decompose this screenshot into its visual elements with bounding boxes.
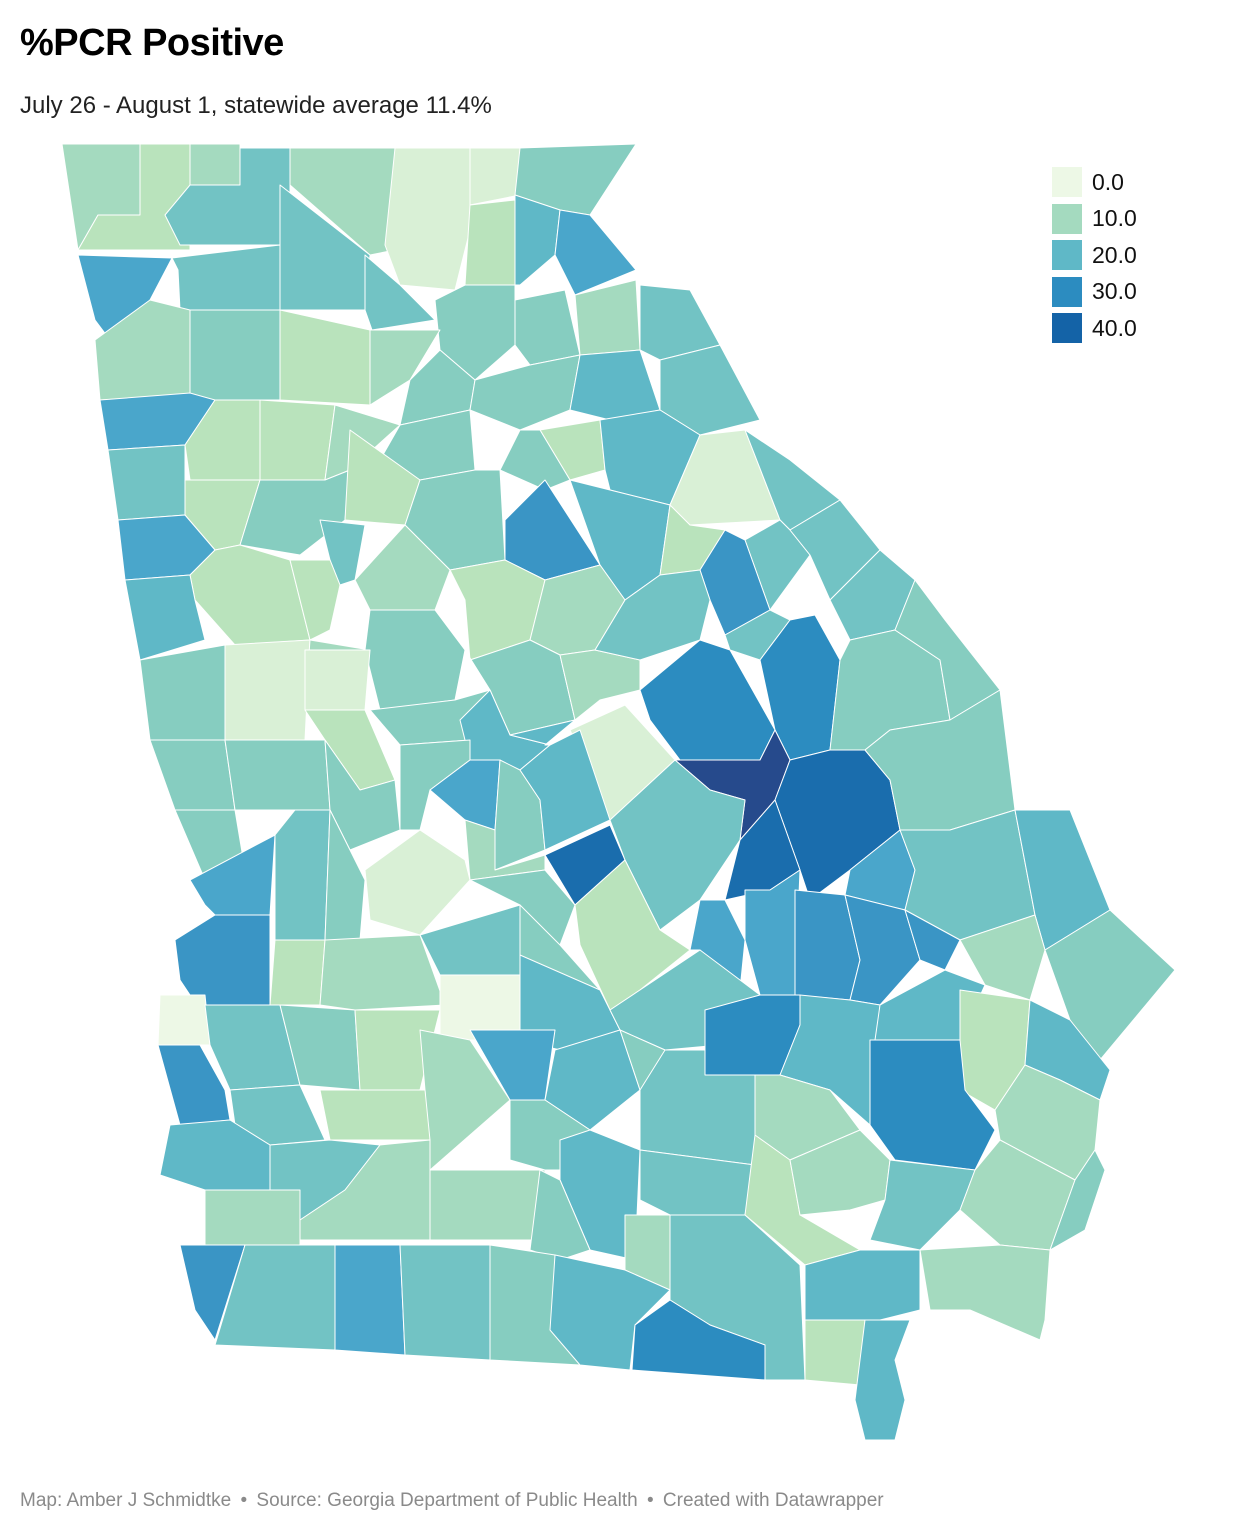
county-region xyxy=(319,934,446,1011)
county-region xyxy=(549,1254,671,1371)
county-region xyxy=(509,719,576,746)
county-region xyxy=(544,1029,641,1131)
county-region xyxy=(157,1044,231,1126)
legend-swatch xyxy=(1052,167,1082,198)
county-region xyxy=(744,519,811,611)
county-region xyxy=(274,809,331,941)
county-region xyxy=(959,914,1046,1001)
county-region xyxy=(779,994,881,1126)
county-region xyxy=(594,569,711,661)
georgia-choropleth-map xyxy=(61,143,1176,1441)
county-region xyxy=(304,649,371,711)
county-region xyxy=(869,1039,996,1171)
legend-swatch xyxy=(1052,313,1082,344)
legend-label: 10.0 xyxy=(1092,205,1137,232)
legend-swatch xyxy=(1052,240,1082,271)
legend-item: 10.0 xyxy=(1052,201,1137,238)
legend-label: 0.0 xyxy=(1092,168,1124,195)
footer-credits: Map: Amber J Schmidtke • Source: Georgia… xyxy=(20,1490,884,1512)
county-region xyxy=(554,209,637,296)
legend-swatch xyxy=(1052,276,1082,307)
county-region xyxy=(319,1089,431,1141)
county-region xyxy=(107,444,186,521)
legend-item: 30.0 xyxy=(1052,274,1137,311)
county-region xyxy=(669,429,781,526)
county-region xyxy=(569,349,661,421)
legend-item: 40.0 xyxy=(1052,310,1137,347)
county-region xyxy=(804,1319,866,1386)
footer-separator: • xyxy=(646,1490,654,1511)
datawrapper-credit: Created with Datawrapper xyxy=(662,1490,884,1511)
county-region xyxy=(279,309,371,406)
county-region xyxy=(514,289,581,366)
county-region xyxy=(364,829,471,936)
legend-item: 20.0 xyxy=(1052,237,1137,274)
county-region xyxy=(224,739,331,811)
county-region xyxy=(354,524,451,611)
county-region xyxy=(469,147,521,206)
source-credit: Source: Georgia Department of Public Hea… xyxy=(256,1490,638,1511)
county-region xyxy=(514,194,561,286)
county-region xyxy=(1049,1149,1106,1251)
county-region xyxy=(804,1249,921,1321)
county-region xyxy=(499,429,571,491)
county-region xyxy=(269,939,326,1006)
county-region xyxy=(324,809,366,941)
county-region xyxy=(384,147,471,291)
county-region xyxy=(124,574,206,661)
county-region xyxy=(464,199,516,286)
county-region xyxy=(289,559,341,641)
footer-separator: • xyxy=(240,1490,248,1511)
county-region xyxy=(631,1299,766,1381)
county-region xyxy=(429,1169,546,1241)
map-credit: Map: Amber J Schmidtke xyxy=(20,1490,232,1511)
county-region xyxy=(171,244,281,311)
legend-item: 0.0 xyxy=(1052,164,1137,201)
county-region xyxy=(419,1029,511,1171)
county-region xyxy=(364,609,466,711)
map-subtitle: July 26 - August 1, statewide average 11… xyxy=(20,92,492,119)
county-region xyxy=(174,914,271,1006)
county-region xyxy=(334,1244,406,1356)
legend-swatch xyxy=(1052,203,1082,234)
county-region xyxy=(224,639,311,741)
county-region xyxy=(364,254,436,331)
county-region xyxy=(574,859,691,1011)
county-region xyxy=(854,1319,911,1441)
county-region xyxy=(204,1189,301,1246)
county-region xyxy=(659,344,761,436)
county-region xyxy=(289,147,396,256)
legend: 0.0 10.0 20.0 30.0 40.0 xyxy=(1052,164,1137,347)
county-region xyxy=(319,519,366,586)
map-title: %PCR Positive xyxy=(20,22,284,64)
county-region xyxy=(157,994,211,1046)
legend-label: 30.0 xyxy=(1092,278,1137,305)
county-region xyxy=(1044,909,1176,1061)
legend-label: 40.0 xyxy=(1092,314,1137,341)
county-region xyxy=(919,1244,1051,1341)
legend-label: 20.0 xyxy=(1092,241,1137,268)
county-region xyxy=(529,1169,591,1261)
county-region xyxy=(149,739,236,811)
county-region xyxy=(189,309,281,401)
county-region xyxy=(139,644,226,741)
county-region xyxy=(399,1244,491,1361)
county-region xyxy=(259,399,336,481)
